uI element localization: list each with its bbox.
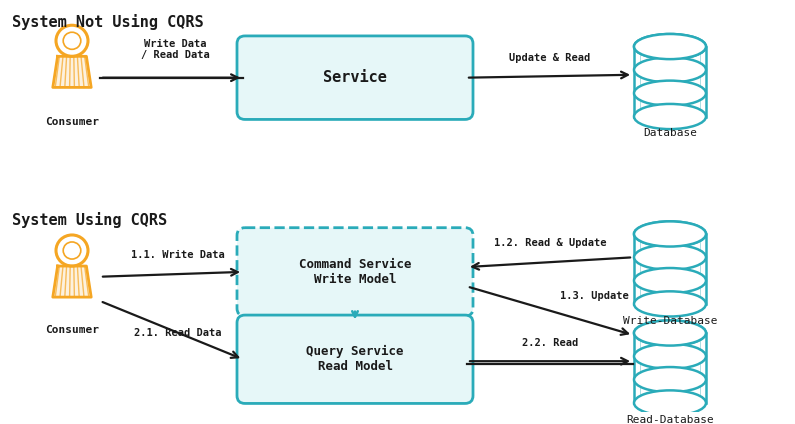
Ellipse shape (634, 245, 706, 270)
Text: Consumer: Consumer (45, 117, 99, 126)
Text: 1.2. Read & Update: 1.2. Read & Update (494, 237, 607, 248)
Polygon shape (52, 266, 91, 297)
Ellipse shape (634, 321, 706, 346)
Ellipse shape (634, 221, 706, 246)
Text: Update & Read: Update & Read (510, 53, 591, 63)
FancyBboxPatch shape (237, 228, 473, 316)
FancyBboxPatch shape (237, 36, 473, 120)
Ellipse shape (634, 391, 706, 416)
Text: System Using CQRS: System Using CQRS (12, 212, 167, 228)
FancyBboxPatch shape (237, 315, 473, 404)
Polygon shape (634, 47, 706, 117)
Text: Consumer: Consumer (45, 325, 99, 335)
Text: 1.1. Write Data: 1.1. Write Data (131, 250, 225, 260)
Ellipse shape (634, 291, 706, 316)
Ellipse shape (634, 81, 706, 106)
Text: Read-Database: Read-Database (626, 415, 714, 424)
Text: Service: Service (323, 70, 387, 85)
Ellipse shape (634, 321, 706, 346)
Text: Write-Database: Write-Database (622, 315, 717, 326)
Ellipse shape (634, 221, 706, 246)
Polygon shape (634, 333, 706, 403)
Ellipse shape (634, 34, 706, 59)
Ellipse shape (634, 34, 706, 59)
Text: 2.2. Read: 2.2. Read (522, 338, 578, 348)
Ellipse shape (634, 57, 706, 82)
Text: 2.1. Read Data: 2.1. Read Data (134, 328, 222, 338)
Ellipse shape (634, 344, 706, 369)
Text: Command Service
Write Model: Command Service Write Model (299, 258, 411, 286)
Polygon shape (52, 56, 91, 87)
Ellipse shape (634, 268, 706, 293)
Text: Database: Database (643, 128, 697, 138)
Text: System Not Using CQRS: System Not Using CQRS (12, 14, 204, 30)
Ellipse shape (634, 367, 706, 392)
Polygon shape (634, 234, 706, 304)
Text: Write Data
/ Read Data: Write Data / Read Data (141, 39, 209, 60)
Text: Query Service
Read Model: Query Service Read Model (306, 345, 404, 373)
Ellipse shape (634, 104, 706, 129)
Text: 1.3. Update: 1.3. Update (560, 291, 629, 301)
